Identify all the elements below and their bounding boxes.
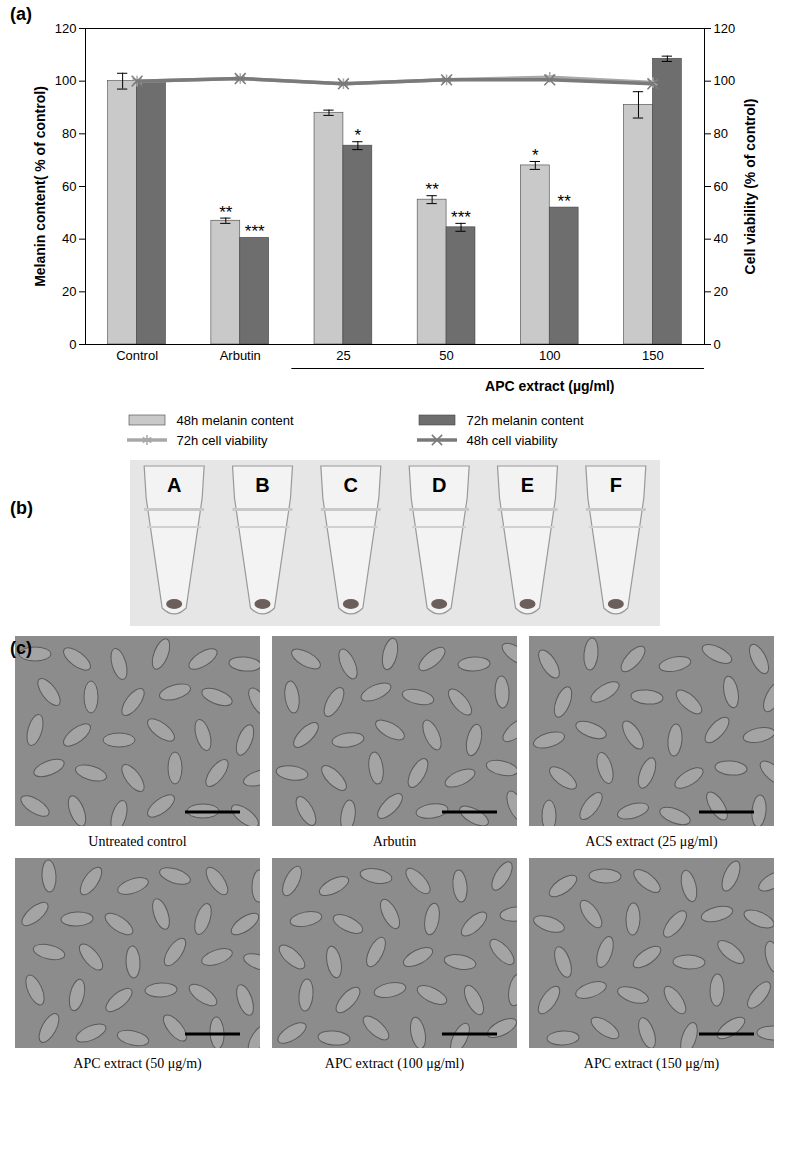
svg-text:50: 50 bbox=[439, 348, 453, 363]
html-text:ACS extract (25 μg/ml): ACS extract (25 μg/ml) bbox=[585, 834, 718, 849]
svg-text:0: 0 bbox=[714, 337, 721, 352]
svg-text:Cell viability (% of control): Cell viability (% of control) bbox=[742, 99, 758, 275]
svg-text:***: *** bbox=[245, 222, 265, 241]
html-text:(c): (c) bbox=[10, 638, 32, 658]
svg-text:80: 80 bbox=[714, 126, 728, 141]
svg-text:C: C bbox=[344, 474, 358, 496]
html-text:48h cell viability: 48h cell viability bbox=[466, 432, 558, 448]
svg-text:100: 100 bbox=[714, 73, 736, 88]
svg-text:60: 60 bbox=[62, 179, 76, 194]
html-text:APC extract (50 μg/m): APC extract (50 μg/m) bbox=[73, 1056, 202, 1071]
svg-text:80: 80 bbox=[62, 126, 76, 141]
html-text:Untreated control: Untreated control bbox=[88, 834, 187, 849]
svg-text:*: * bbox=[532, 146, 539, 165]
svg-text:Arbutin: Arbutin bbox=[220, 348, 261, 363]
svg-text:A: A bbox=[167, 474, 181, 496]
svg-text:***: *** bbox=[451, 208, 471, 227]
svg-text:Control: Control bbox=[116, 348, 158, 363]
svg-text:20: 20 bbox=[714, 284, 728, 299]
html-text:72h melanin content: 72h melanin content bbox=[466, 412, 584, 428]
svg-text:E: E bbox=[521, 474, 534, 496]
html-text:Arbutin: Arbutin bbox=[372, 834, 417, 849]
svg-text:0: 0 bbox=[69, 337, 76, 352]
svg-text:60: 60 bbox=[714, 179, 728, 194]
svg-text:100: 100 bbox=[55, 73, 77, 88]
svg-text:F: F bbox=[610, 474, 622, 496]
html-text:72h cell viability: 72h cell viability bbox=[176, 432, 268, 448]
html-text:48h melanin content: 48h melanin content bbox=[176, 412, 294, 428]
svg-text:B: B bbox=[255, 474, 269, 496]
svg-text:40: 40 bbox=[62, 231, 76, 246]
html-text:APC extract (150 μg/m): APC extract (150 μg/m) bbox=[583, 1056, 720, 1071]
svg-text:100: 100 bbox=[539, 348, 561, 363]
svg-text:**: ** bbox=[426, 180, 440, 199]
svg-text:25: 25 bbox=[336, 348, 350, 363]
svg-text:20: 20 bbox=[62, 284, 76, 299]
svg-text:40: 40 bbox=[714, 231, 728, 246]
svg-text:APC extract (µg/ml): APC extract (µg/ml) bbox=[485, 378, 614, 394]
svg-text:120: 120 bbox=[55, 21, 77, 36]
svg-text:Melanin content( % of control): Melanin content( % of control) bbox=[32, 86, 48, 287]
svg-text:120: 120 bbox=[714, 21, 736, 36]
html-text:(a): (a) bbox=[10, 4, 32, 24]
svg-text:*: * bbox=[355, 126, 362, 145]
svg-text:**: ** bbox=[219, 203, 233, 222]
html-text:APC extract (100 μg/ml): APC extract (100 μg/ml) bbox=[324, 1056, 465, 1071]
svg-text:**: ** bbox=[558, 192, 572, 211]
html-text:(b): (b) bbox=[10, 498, 33, 518]
svg-text:150: 150 bbox=[642, 348, 664, 363]
svg-text:D: D bbox=[432, 474, 446, 496]
